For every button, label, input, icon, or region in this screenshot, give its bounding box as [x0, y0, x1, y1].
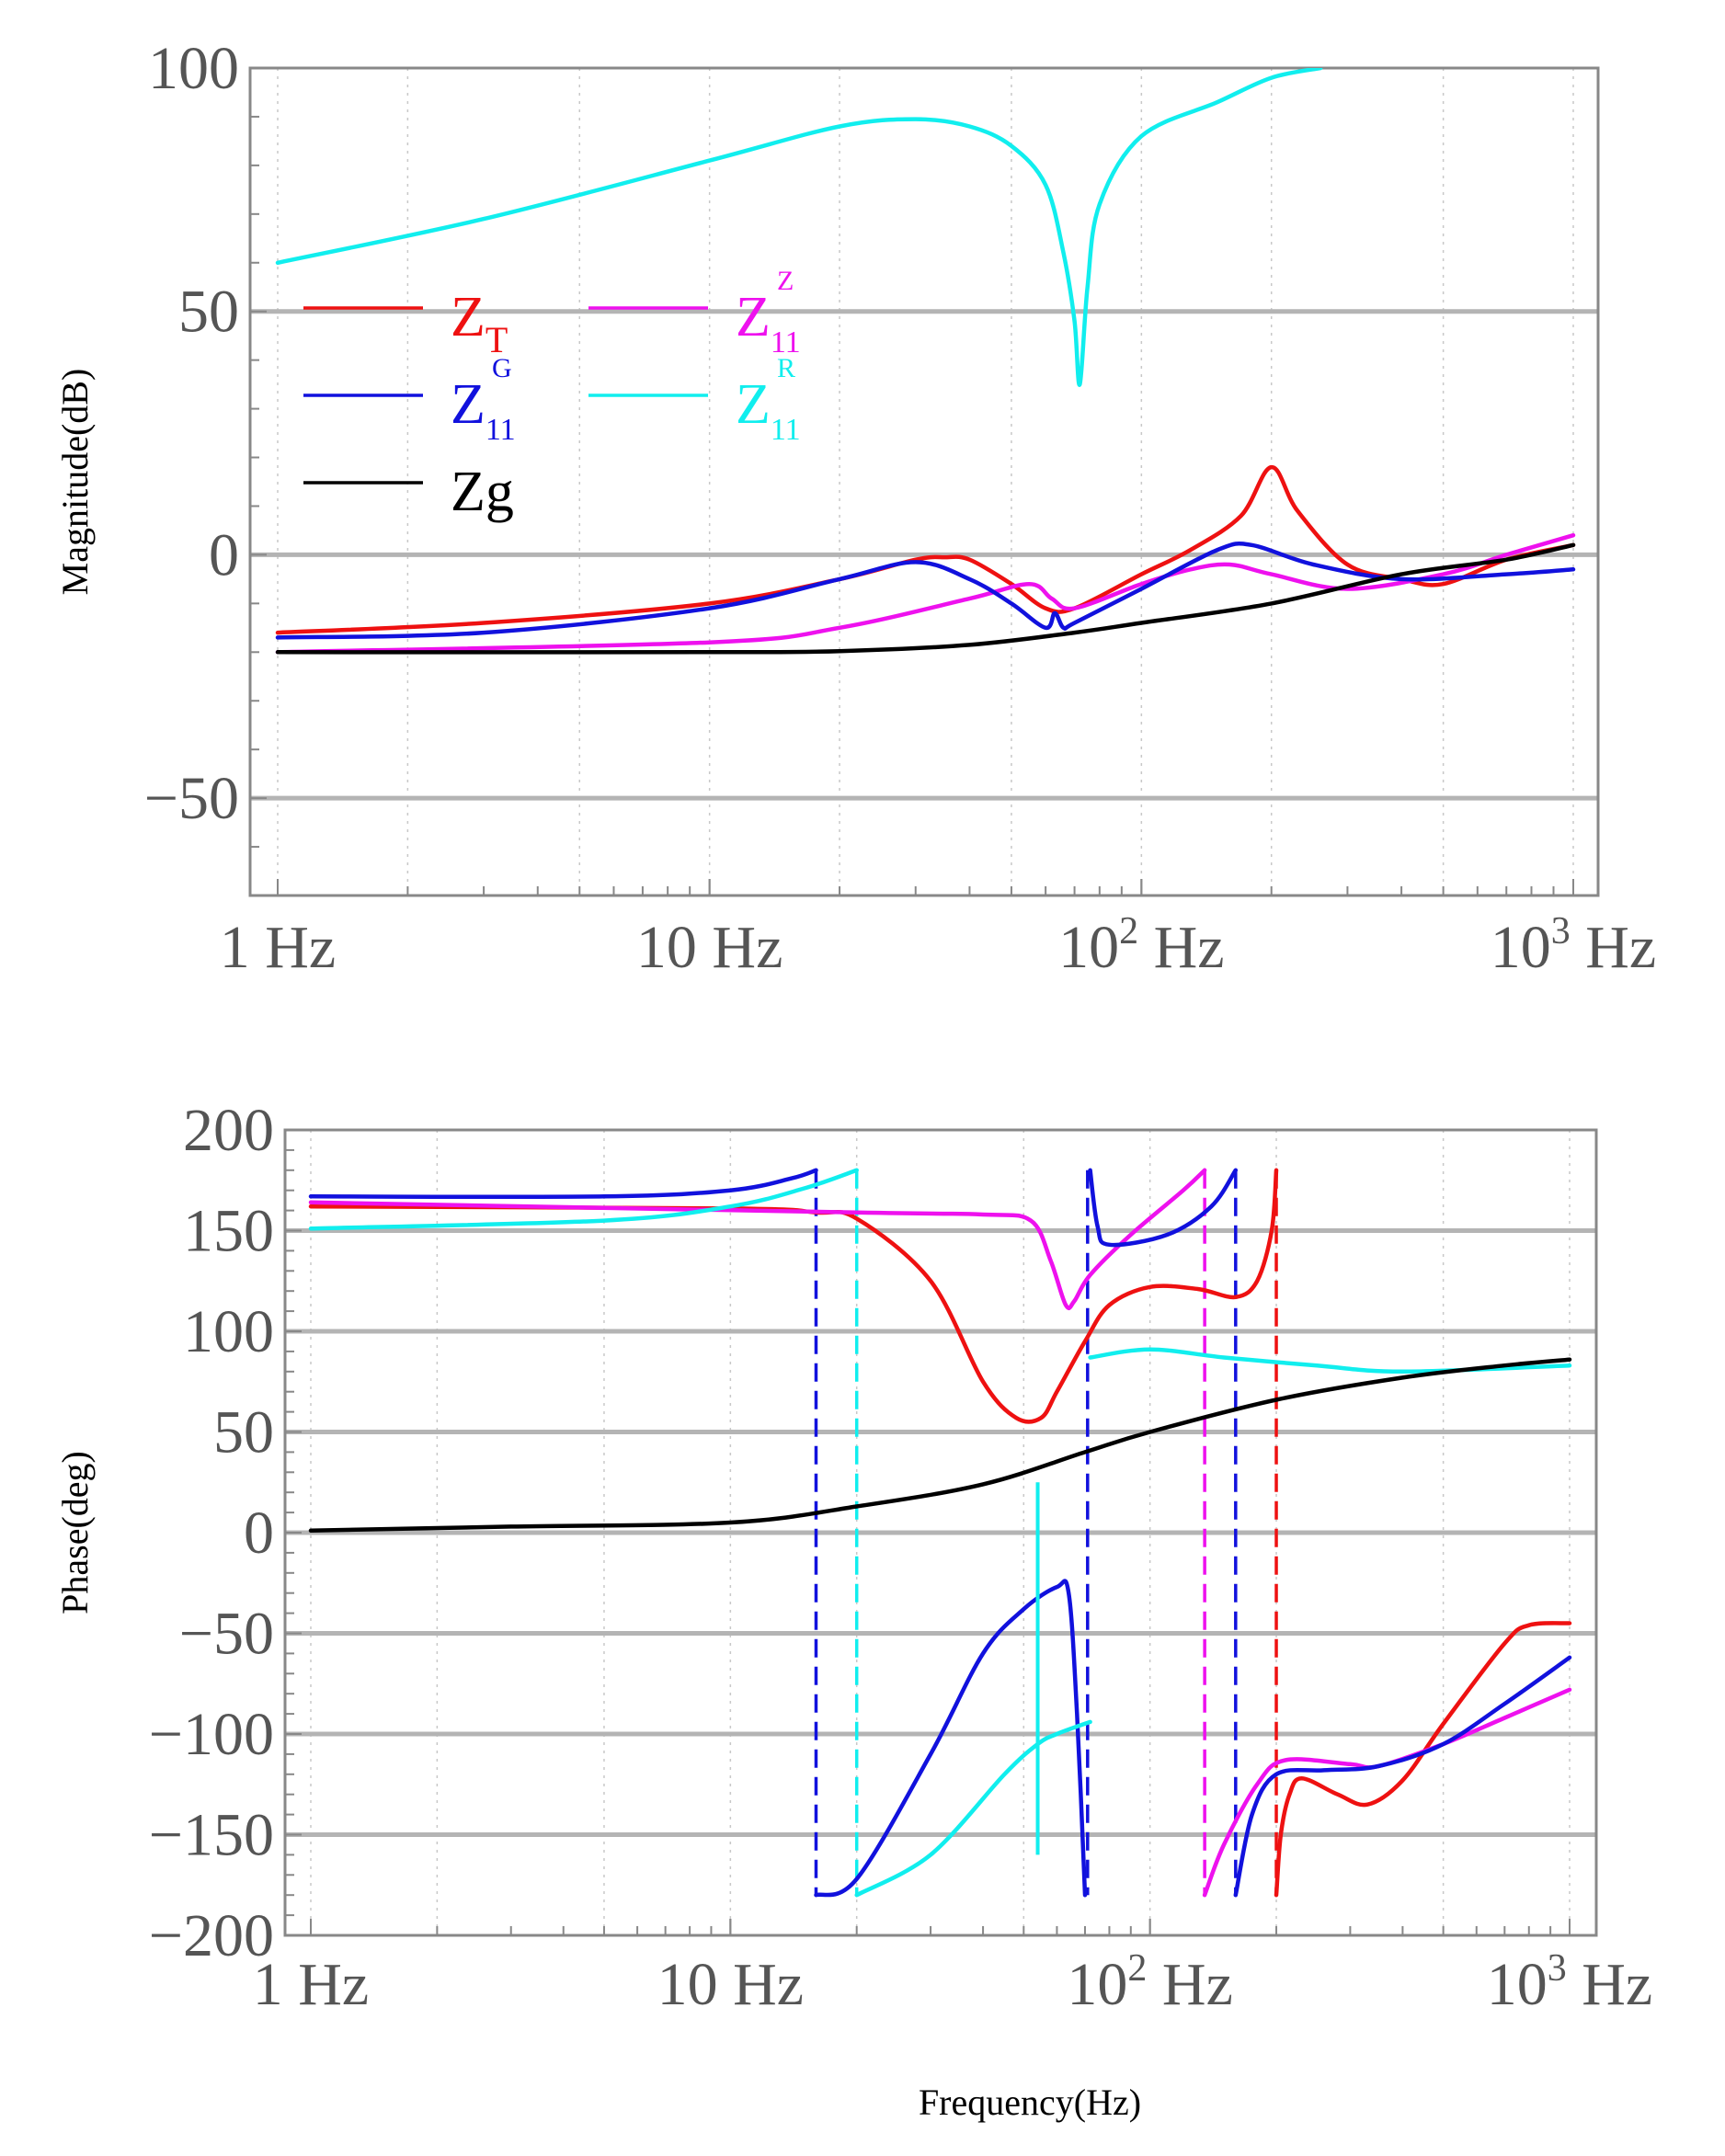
magnitude-chart: 100 50 0 −50 1 Hz 10 Hz 102 Hz 103 Hz Magnitude(… [54, 35, 1656, 981]
phase-x-axis-title: Frequency(Hz) [919, 2082, 1141, 2123]
y-tick-label: 200 [183, 1097, 274, 1164]
magnitude-series [275, 68, 1576, 655]
legend-sup-Z11G: G [492, 353, 512, 383]
y-tick-label: 100 [148, 35, 239, 102]
series-line-Z11R [854, 1719, 1092, 1898]
series-line-Zg [275, 542, 1576, 655]
series-line-Z11R [275, 68, 1323, 387]
series-line-Z11G [1088, 1168, 1239, 1248]
series-line-ZT [1274, 1621, 1572, 1898]
series-line-Z11Z [308, 1168, 1207, 1311]
x-tick-label: 1 Hz [220, 914, 336, 981]
y-tick-label: 0 [244, 1500, 274, 1567]
legend-label-Z11R: Z11 [736, 373, 801, 447]
y-tick-label: 50 [213, 1399, 274, 1466]
series-line-ZT [308, 1168, 1279, 1424]
x-tick-label: 10 Hz [636, 914, 783, 981]
series-line-Zg [308, 1357, 1572, 1534]
series-line-Z11R [308, 1168, 859, 1231]
series-line-Z11G [275, 542, 1576, 640]
series-line-Z11G [1233, 1655, 1572, 1898]
y-tick-label: −50 [144, 765, 239, 832]
magnitude-major-grid [250, 309, 1598, 801]
x-tick-label: 1 Hz [253, 1951, 369, 2018]
magnitude-y-axis-title: Magnitude(dB) [54, 369, 96, 596]
magnitude-ticks [250, 67, 1574, 896]
phase-series [308, 1168, 1572, 1898]
y-tick-label: −100 [149, 1701, 274, 1768]
series-line-Z11G [308, 1168, 818, 1200]
legend-label-ZT: ZT [451, 286, 508, 360]
y-tick-label: 100 [183, 1298, 274, 1365]
x-tick-label: 10 Hz [657, 1951, 804, 2018]
phase-ticks [285, 1129, 1571, 1936]
x-tick-label: 102 Hz [1067, 1947, 1232, 2018]
series-line-Z11Z [1202, 1687, 1572, 1898]
y-tick-label: −200 [149, 1902, 274, 1969]
phase-major-grid [285, 1228, 1596, 1837]
legend-label-Z11Z: Z11 [736, 286, 801, 359]
legend-label-Zg: Zg [451, 461, 514, 523]
legend-sup-Z11R: R [777, 353, 795, 383]
y-tick-label: 0 [209, 521, 239, 588]
magnitude-frame [248, 66, 1600, 897]
legend-sup-Z11Z: Z [777, 266, 794, 296]
y-tick-label: 150 [183, 1198, 274, 1265]
phase-y-axis-title: Phase(deg) [54, 1451, 96, 1614]
phase-minor-grid [310, 1130, 1571, 1935]
y-tick-label: −150 [149, 1802, 274, 1869]
series-line-Z11G [814, 1579, 1088, 1898]
legend-label-Z11G: Z11 [451, 373, 516, 447]
magnitude-minor-grid [277, 68, 1574, 895]
x-tick-label: 103 Hz [1491, 910, 1656, 981]
x-tick-label: 102 Hz [1058, 910, 1224, 981]
x-tick-label: 103 Hz [1487, 1947, 1652, 2018]
y-tick-label: −50 [179, 1601, 274, 1668]
y-tick-label: 50 [178, 279, 239, 346]
series-line-Z11Z [275, 532, 1576, 655]
